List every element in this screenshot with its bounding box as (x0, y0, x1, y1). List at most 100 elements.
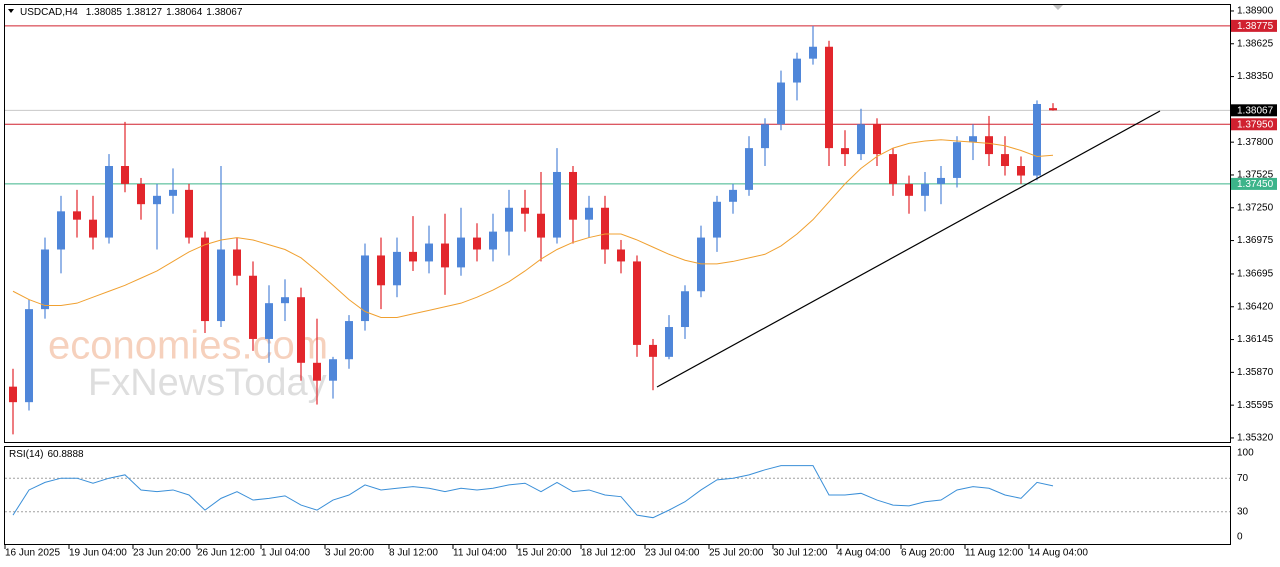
candle-body (1033, 103, 1041, 176)
x-tick-label: 16 Jun 2025 (5, 548, 60, 559)
y-tick-label: 1.36420 (1237, 301, 1274, 312)
candle-body (889, 154, 897, 184)
candle-body (697, 237, 705, 292)
candle-body (937, 177, 945, 184)
x-tick-label: 23 Jul 04:00 (645, 548, 700, 559)
y-tick-label: 1.35320 (1237, 433, 1274, 444)
candle-body (537, 213, 545, 238)
x-tick-label: 1 Jul 04:00 (261, 548, 310, 559)
x-tick-label: 30 Jul 12:00 (773, 548, 828, 559)
main-panel (4, 4, 1231, 443)
candle-body (25, 309, 33, 403)
menu-arrow[interactable] (8, 9, 14, 13)
candle-body (873, 124, 881, 155)
candle-body (905, 183, 913, 196)
y-tick-label: 1.35595 (1237, 400, 1274, 411)
x-tick-label: 15 Jul 20:00 (517, 548, 572, 559)
candle-body (169, 189, 177, 196)
candle-body (473, 237, 481, 250)
y-tick-label: 1.37800 (1237, 137, 1274, 148)
candle-body (217, 249, 225, 322)
candle-body (393, 251, 401, 286)
candle-body (601, 207, 609, 250)
candle-body (553, 171, 561, 238)
candle-body (665, 327, 673, 357)
chart-header: USDCAD,H4 1.38085 1.38127 1.38064 1.38067 (20, 7, 243, 18)
candle-body (329, 359, 337, 381)
candle-body (841, 148, 849, 155)
rsi-tick-label: 30 (1237, 506, 1249, 517)
rsi-panel (4, 446, 1231, 545)
candle-body (505, 207, 513, 232)
candle-body (313, 362, 321, 381)
plot (9, 25, 1057, 519)
level-label-box (1231, 118, 1277, 131)
y-tick-label: 1.38900 (1237, 6, 1274, 17)
y-tick-label: 1.35870 (1237, 367, 1274, 378)
candle-body (185, 189, 193, 238)
candle-body (585, 207, 593, 220)
y-tick-label: 1.38350 (1237, 71, 1274, 82)
shift-marker (1053, 5, 1063, 10)
candle-body (41, 249, 49, 310)
level-label-box (1231, 177, 1277, 190)
header-low: 1.38064 (166, 7, 203, 18)
x-tick-label: 6 Aug 20:00 (901, 548, 955, 559)
rsi-tick-label: 70 (1237, 473, 1249, 484)
candle-body (633, 261, 641, 345)
candle-body (489, 231, 497, 250)
y-tick-label: 1.36145 (1237, 334, 1274, 345)
candle-body (409, 251, 417, 262)
candle-body (809, 46, 817, 59)
candle-body (745, 148, 753, 190)
moving-average (12, 139, 1054, 318)
level-label-box (1231, 19, 1277, 32)
candle-body (281, 297, 289, 304)
candle-body (985, 136, 993, 155)
x-tick-label: 8 Jul 12:00 (389, 548, 438, 559)
candle-body (73, 211, 81, 220)
level-label: 1.37950 (1237, 119, 1274, 130)
x-tick-label: 23 Jun 20:00 (133, 548, 191, 559)
rsi-label: RSI(14) (9, 449, 43, 460)
watermark-text: economies.com (48, 324, 328, 368)
candle-body (857, 124, 865, 155)
candle-body (121, 166, 129, 184)
candle-body (9, 386, 17, 403)
y-tick-label: 1.36975 (1237, 235, 1274, 246)
rsi-tick-label: 100 (1237, 448, 1254, 459)
level-label: 1.37450 (1237, 179, 1274, 190)
x-tick-label: 3 Jul 20:00 (325, 548, 374, 559)
rsi-line (12, 465, 1054, 519)
x-tick-label: 4 Aug 04:00 (837, 548, 891, 559)
watermark-text: FxNewsToday (88, 362, 327, 404)
candle-body (729, 189, 737, 202)
candle-body (345, 321, 353, 360)
candle-body (793, 58, 801, 83)
candle-body (1001, 154, 1009, 167)
x-tick-label: 26 Jun 12:00 (197, 548, 255, 559)
candle-body (233, 249, 241, 276)
candle-body (825, 46, 833, 149)
candle-body (953, 142, 961, 178)
candle-body (105, 166, 113, 238)
candle-body (1017, 166, 1025, 176)
rsi-header: RSI(14) 60.8888 (9, 449, 84, 460)
header-high: 1.38127 (126, 7, 163, 18)
candle-body (441, 243, 449, 268)
y-tick-label: 1.36695 (1237, 269, 1274, 280)
candle-body (617, 249, 625, 262)
trendline (656, 110, 1161, 388)
candle-body (1049, 108, 1057, 111)
candle-body (969, 136, 977, 143)
x-tick-label: 11 Aug 12:00 (965, 548, 1024, 559)
candle-body (137, 183, 145, 205)
x-tick-label: 11 Jul 04:00 (453, 548, 507, 559)
x-tick-label: 25 Jul 20:00 (709, 548, 764, 559)
candle-body (569, 171, 577, 220)
candle-body (265, 303, 273, 339)
grid (5, 25, 1230, 513)
